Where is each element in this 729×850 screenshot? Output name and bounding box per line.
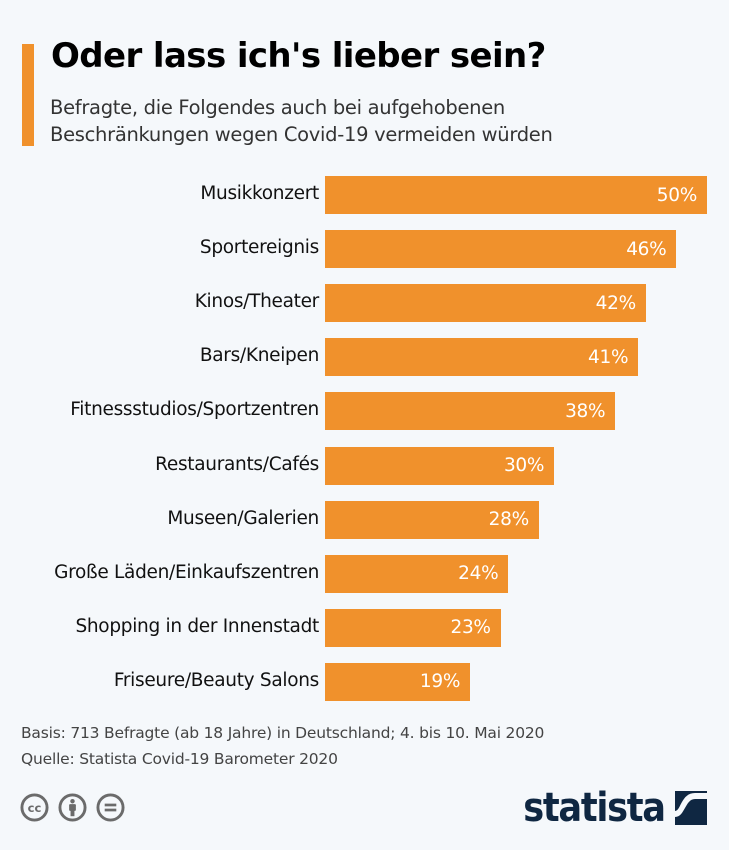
bar-value-label: 50%: [656, 184, 698, 206]
bar-value-label: 30%: [503, 455, 545, 476]
bar: 19%: [325, 662, 471, 701]
subtitle-line-1: Befragte, die Folgendes auch bei aufgeho…: [50, 96, 505, 119]
bar: 23%: [325, 608, 501, 647]
statista-logo-mark-icon: [675, 791, 707, 825]
bar: 46%: [325, 230, 677, 269]
category-label: Shopping in der Innenstadt: [75, 615, 319, 637]
statista-logo-text: statista: [523, 785, 667, 831]
bar-value-label: 38%: [565, 400, 606, 422]
bar: 50%: [325, 176, 707, 214]
bar-value-label: 46%: [626, 238, 667, 260]
svg-text:cc: cc: [28, 801, 42, 815]
bar-value-label: 24%: [458, 563, 499, 585]
bar-value-label: 23%: [450, 617, 491, 639]
bar: 24%: [325, 554, 509, 593]
chart-subtitle: Befragte, die Folgendes auch bei aufgeho…: [50, 94, 553, 148]
source-note: Quelle: Statista Covid-19 Barometer 2020: [21, 750, 338, 768]
bar-value-label: 19%: [419, 671, 461, 693]
category-label: Bars/Kneipen: [199, 345, 319, 367]
category-label: Musikkonzert: [200, 183, 319, 204]
category-label: Fitnessstudios/Sportzentren: [70, 399, 319, 421]
bar: 41%: [325, 338, 639, 377]
chart-title: Oder lass ich's lieber sein?: [51, 36, 546, 76]
bar-value-label: 41%: [588, 346, 629, 368]
bar: 38%: [325, 392, 616, 431]
statista-logo[interactable]: statista: [504, 788, 707, 828]
basis-note: Basis: 713 Befragte (ab 18 Jahre) in Deu…: [21, 724, 545, 742]
category-label: Museen/Galerien: [167, 507, 319, 529]
title-accent-bar: [22, 44, 34, 146]
category-label: Kinos/Theater: [194, 291, 320, 313]
bar: 28%: [325, 500, 539, 539]
license-icons: cc: [20, 793, 125, 822]
subtitle-line-2: Beschränkungen wegen Covid-19 vermeiden …: [50, 123, 553, 146]
bar-chart: Musikkonzert 50% Sportereignis 46% Kinos/The…: [54, 176, 707, 701]
creative-commons-icon[interactable]: cc: [20, 793, 49, 822]
attribution-icon[interactable]: [58, 793, 87, 822]
category-label: Restaurants/Cafés: [155, 453, 319, 475]
category-label: Sportereignis: [199, 237, 319, 259]
bar: 30%: [325, 446, 555, 485]
bar-value-label: 28%: [488, 509, 530, 531]
no-derivatives-icon[interactable]: [96, 793, 125, 822]
bar: 42%: [325, 284, 646, 323]
category-label: Große Läden/Einkaufszentren: [54, 561, 319, 583]
category-label: Friseure/Beauty Salons: [113, 669, 319, 691]
bar-value-label: 42%: [595, 292, 637, 314]
